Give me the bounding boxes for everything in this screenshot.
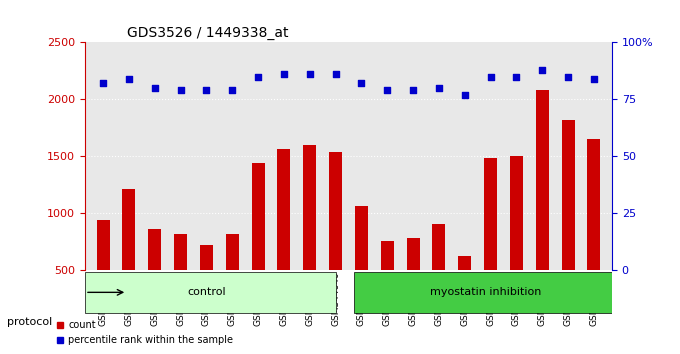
Point bbox=[330, 72, 341, 77]
Point bbox=[98, 81, 109, 86]
Point bbox=[459, 92, 470, 98]
Point bbox=[511, 74, 522, 79]
Point bbox=[381, 87, 392, 93]
Bar bbox=[536, 90, 549, 326]
Point bbox=[537, 67, 547, 73]
Bar bbox=[122, 189, 135, 326]
Bar bbox=[174, 234, 187, 326]
Legend: count, percentile rank within the sample: count, percentile rank within the sample bbox=[52, 316, 237, 349]
Text: GDS3526 / 1449338_at: GDS3526 / 1449338_at bbox=[127, 26, 288, 40]
Bar bbox=[329, 152, 342, 326]
Point bbox=[253, 74, 264, 79]
Bar bbox=[97, 219, 109, 326]
Bar bbox=[510, 156, 523, 326]
Point bbox=[150, 85, 160, 91]
Point bbox=[433, 85, 444, 91]
Point bbox=[227, 87, 238, 93]
Bar bbox=[562, 120, 575, 326]
Bar bbox=[432, 224, 445, 326]
Point bbox=[356, 81, 367, 86]
FancyBboxPatch shape bbox=[85, 272, 336, 313]
Point bbox=[407, 87, 418, 93]
Bar bbox=[303, 145, 316, 326]
Bar bbox=[407, 238, 420, 326]
Point bbox=[124, 76, 135, 82]
Text: myostatin inhibition: myostatin inhibition bbox=[430, 287, 541, 297]
Point bbox=[175, 87, 186, 93]
Bar bbox=[381, 241, 394, 326]
Point bbox=[485, 74, 496, 79]
Bar bbox=[277, 149, 290, 326]
Text: control: control bbox=[187, 287, 226, 297]
Bar bbox=[458, 256, 471, 326]
Point bbox=[305, 72, 316, 77]
Point bbox=[279, 72, 290, 77]
Bar bbox=[200, 245, 213, 326]
Bar bbox=[484, 158, 497, 326]
Text: protocol: protocol bbox=[7, 317, 52, 327]
Bar bbox=[148, 229, 161, 326]
Point bbox=[588, 76, 599, 82]
Bar bbox=[252, 163, 265, 326]
Bar bbox=[226, 234, 239, 326]
Bar bbox=[588, 139, 600, 326]
Bar bbox=[355, 206, 368, 326]
FancyBboxPatch shape bbox=[354, 272, 622, 313]
Point bbox=[562, 74, 573, 79]
Point bbox=[201, 87, 212, 93]
